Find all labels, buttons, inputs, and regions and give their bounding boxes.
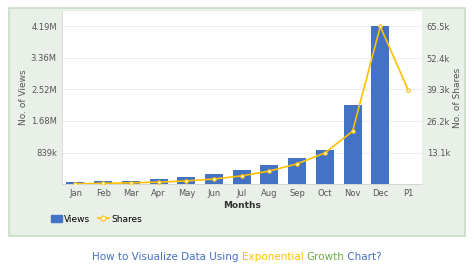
Bar	[150, 179, 168, 184]
Bar	[122, 180, 140, 184]
Bar	[177, 177, 195, 184]
Text: How to Visualize Data Using: How to Visualize Data Using	[92, 253, 242, 262]
Bar	[316, 150, 334, 184]
Bar	[260, 165, 278, 184]
Bar	[344, 105, 362, 184]
Bar	[233, 170, 251, 184]
Bar	[288, 158, 306, 184]
Bar	[66, 182, 84, 184]
Y-axis label: No. of Shares: No. of Shares	[453, 67, 462, 128]
Bar	[205, 174, 223, 184]
Text: Growth: Growth	[307, 253, 345, 262]
Text: Exponential: Exponential	[242, 253, 303, 262]
Y-axis label: No. of Views: No. of Views	[19, 70, 28, 125]
X-axis label: Months: Months	[223, 201, 261, 210]
Bar	[371, 26, 389, 184]
Bar	[94, 181, 112, 184]
Legend: Views, Shares: Views, Shares	[47, 211, 146, 227]
Text: Chart?: Chart?	[345, 253, 382, 262]
